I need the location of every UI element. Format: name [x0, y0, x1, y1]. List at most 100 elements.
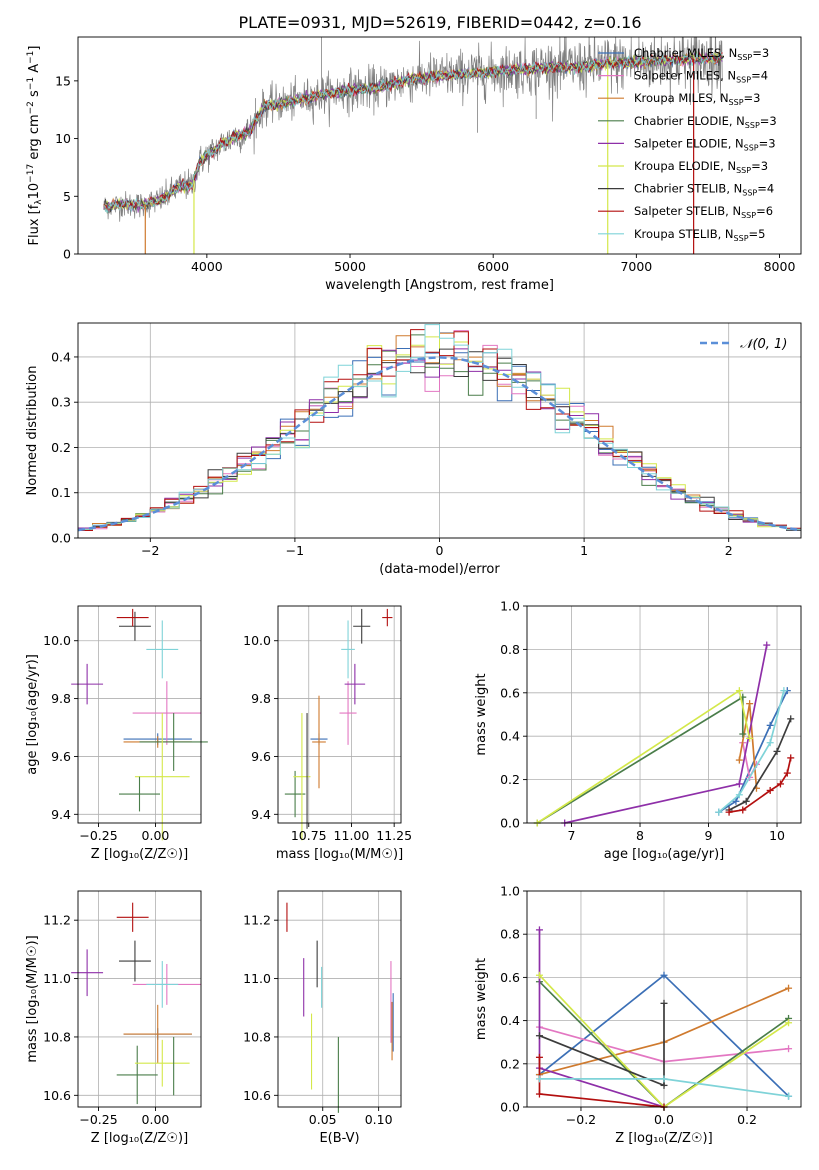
age-vs-mass-ytick-label: 9.8 — [251, 691, 271, 706]
mass-vs-EBV-ytick-label: 10.8 — [243, 1029, 271, 1044]
spectrum-ytick-label: 0 — [63, 247, 71, 262]
weight-vs-age-series-line — [536, 689, 751, 824]
legend-label: Salpeter ELODIE, NSSP=3 — [634, 136, 776, 152]
spectrum-ytick-label: 10 — [55, 131, 71, 146]
weight-vs-Z-ytick-label: 0.6 — [500, 970, 520, 985]
age-vs-mass-xtick-label: 11.00 — [334, 828, 370, 843]
weight-vs-Z-ytick-label: 0.8 — [500, 927, 520, 942]
legend-label-main: Chabrier MILES, N — [634, 46, 737, 60]
legend-label-end: =4 — [751, 69, 768, 83]
residual-hist-xlabel: (data-model)/error — [379, 562, 500, 577]
spectrum-ylabel-part: A — [27, 64, 42, 77]
spectrum-ylabel-part: −2 — [26, 101, 36, 114]
mass-vs-Z-ytick-label: 10.8 — [43, 1029, 71, 1044]
mass-vs-Z-xtick-label: 0.00 — [142, 1112, 170, 1127]
legend-label-sub: SSP — [737, 53, 752, 62]
mass-vs-EBV-ytick-label: 11.0 — [243, 971, 271, 986]
spectrum-xlabel: wavelength [Angstrom, rest frame] — [325, 278, 554, 293]
legend-label-end: =6 — [756, 204, 773, 218]
weight-vs-age-ytick-label: 1.0 — [500, 599, 520, 614]
legend-label-sub: SSP — [736, 166, 751, 175]
legend-label-sub: SSP — [742, 189, 757, 198]
age-vs-Z-frame — [77, 605, 202, 824]
residual-hist-ytick-label: 0.1 — [51, 485, 71, 500]
age-vs-mass-ytick-label: 9.4 — [251, 807, 271, 822]
age-vs-Z-xlabel: Z [log₁₀(Z/Z☉)] — [91, 847, 188, 862]
weight-vs-age-ytick-label: 0.2 — [500, 772, 520, 787]
spectrum-frame — [77, 36, 802, 255]
residual-hist-xtick-label: 0 — [436, 543, 444, 558]
residual-hist-xtick-label: 2 — [725, 543, 733, 558]
mass-vs-Z-ytick-label: 11.0 — [43, 971, 71, 986]
age-vs-Z-xtick-label: 0.00 — [142, 828, 170, 843]
mass-vs-EBV-frame — [277, 890, 402, 1108]
spectrum-ylabel-part: ] — [27, 46, 42, 51]
legend-label-main: Salpeter MILES, N — [634, 69, 736, 83]
spectrum-model-line — [103, 51, 723, 213]
legend-label-main: Salpeter STELIB, N — [634, 204, 741, 218]
hist-legend-label: 𝒩(0, 1) — [740, 337, 787, 352]
spectrum-ytick-label: 5 — [63, 189, 71, 204]
weight-vs-Z-ytick-label: 0.0 — [500, 1100, 520, 1115]
weight-vs-Z-series-line — [538, 1057, 665, 1108]
spectrum-xtick-label: 8000 — [764, 259, 796, 274]
residual-hist-xtick-label: 1 — [580, 543, 588, 558]
weight-vs-Z-ylabel: mass weight — [474, 958, 489, 1040]
spectrum-xtick-label: 4000 — [191, 259, 223, 274]
weight-vs-age-xtick-label: 7 — [568, 828, 576, 843]
weight-vs-Z-xtick-label: 0.2 — [737, 1112, 757, 1127]
legend-label-end: =3 — [759, 136, 776, 150]
legend-label-end: =3 — [744, 91, 761, 105]
spectrum-ylabel-part: −17 — [26, 164, 36, 183]
legend-label-sub: SSP — [744, 143, 759, 152]
legend-label-end: =4 — [757, 182, 774, 196]
residual-hist-ylabel: Normed distribution — [25, 366, 40, 496]
weight-vs-age-series-line — [718, 690, 785, 813]
spectrum-model-line — [103, 53, 723, 212]
mass-vs-EBV-ytick-label: 11.2 — [243, 913, 271, 928]
residual-hist-ytick-label: 0.3 — [51, 395, 71, 410]
gaussian-reference-curve — [77, 356, 802, 532]
weight-vs-age-xtick-label: 9 — [705, 828, 713, 843]
spectrum-ytick-label: 15 — [55, 73, 71, 88]
legend-label-sub: SSP — [734, 234, 749, 243]
mass-vs-EBV-ytick-label: 10.6 — [243, 1088, 271, 1103]
age-vs-Z-ytick-label: 9.4 — [51, 807, 71, 822]
residual-hist-xtick-label: −1 — [286, 543, 304, 558]
age-vs-mass-ytick-label: 9.6 — [251, 749, 271, 764]
weight-vs-Z-ytick-label: 1.0 — [500, 884, 520, 899]
spectrum-ylabel-part: λ — [34, 199, 44, 205]
legend-label-sub: SSP — [729, 98, 744, 107]
legend-label-main: Kroupa MILES, N — [634, 91, 729, 105]
age-vs-Z-xtick-label: −0.25 — [79, 828, 117, 843]
weight-vs-Z-series-line — [538, 929, 665, 1108]
legend-label-sub: SSP — [741, 211, 756, 220]
mass-vs-Z-ytick-label: 11.2 — [43, 913, 71, 928]
weight-vs-age-ytick-label: 0.4 — [500, 729, 520, 744]
age-vs-Z-ytick-label: 10.0 — [43, 633, 71, 648]
residual-hist-xtick-label: −2 — [141, 543, 159, 558]
mass-vs-Z-xlabel: Z [log₁₀(Z/Z☉)] — [91, 1131, 188, 1146]
legend-label: Salpeter MILES, NSSP=4 — [634, 69, 768, 85]
legend-label-end: =3 — [760, 114, 777, 128]
legend-label-sub: SSP — [745, 121, 760, 130]
residual-hist-ytick-label: 0.0 — [51, 531, 71, 546]
legend-label: Chabrier STELIB, NSSP=4 — [634, 182, 774, 198]
legend-label-main: Chabrier STELIB, N — [634, 182, 742, 196]
mass-vs-Z-xtick-label: −0.25 — [79, 1112, 117, 1127]
grid-layer — [78, 323, 801, 1108]
residual-hist-ytick-label: 0.4 — [51, 349, 71, 364]
weight-vs-Z-xtick-label: −0.2 — [566, 1112, 596, 1127]
mass-vs-Z-frame — [77, 890, 202, 1108]
residual-hist-ytick-label: 0.2 — [51, 440, 71, 455]
mass-vs-EBV-xtick-label: 0.10 — [365, 1112, 393, 1127]
age-vs-mass-ytick-label: 10.0 — [243, 633, 271, 648]
age-vs-mass-xtick-label: 10.75 — [291, 828, 327, 843]
spectrum-ylabel-part: s — [27, 90, 42, 101]
weight-vs-Z-ytick-label: 0.4 — [500, 1013, 520, 1028]
figure-title: PLATE=0931, MJD=52619, FIBERID=0442, z=0… — [238, 13, 641, 32]
spectrum-observed-line — [103, 37, 723, 222]
weight-vs-age-series-line — [728, 757, 792, 813]
